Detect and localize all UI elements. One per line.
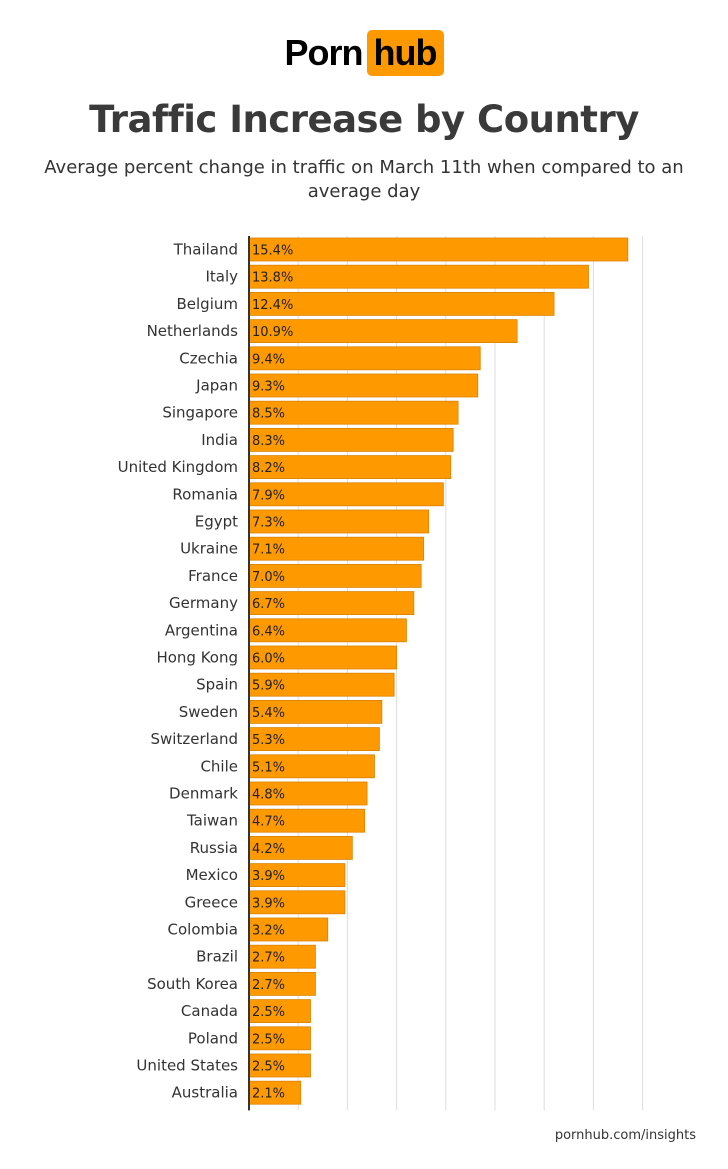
bar-value-label: 5.3% xyxy=(252,733,285,748)
category-label: Thailand xyxy=(173,241,238,259)
category-label: Ukraine xyxy=(180,540,238,558)
bar-value-label: 10.9% xyxy=(252,325,293,340)
category-label: Brazil xyxy=(196,948,238,966)
category-label: Netherlands xyxy=(147,322,239,340)
bar-value-label: 2.7% xyxy=(252,951,285,966)
category-label: Mexico xyxy=(186,866,238,884)
category-label: Sweden xyxy=(179,703,238,721)
chart-title: Traffic Increase by Country xyxy=(89,98,639,141)
bar-value-label: 8.3% xyxy=(252,434,285,449)
category-label: Poland xyxy=(188,1029,238,1047)
category-label: Argentina xyxy=(165,621,238,639)
category-label: Japan xyxy=(195,377,238,395)
bar-value-label: 4.7% xyxy=(252,815,285,830)
category-label: Taiwan xyxy=(186,812,238,830)
category-label: United Kingdom xyxy=(118,458,238,476)
bar-value-label: 7.0% xyxy=(252,570,285,585)
category-label: Hong Kong xyxy=(156,649,238,667)
bar-value-label: 13.8% xyxy=(252,271,293,286)
category-label: Belgium xyxy=(177,295,239,313)
bar-value-label: 5.9% xyxy=(252,679,285,694)
category-label: Chile xyxy=(200,757,238,775)
bar-value-label: 2.5% xyxy=(252,1032,285,1047)
category-label: Egypt xyxy=(195,513,238,531)
category-label: Germany xyxy=(169,594,238,612)
category-label: Czechia xyxy=(179,349,238,367)
bar-value-label: 6.4% xyxy=(252,624,285,639)
source-footer: pornhub.com/insights xyxy=(554,1128,696,1143)
category-label: Australia xyxy=(172,1084,238,1102)
bar-value-label: 3.9% xyxy=(252,896,285,911)
bar-value-label: 7.9% xyxy=(252,488,285,503)
bar-value-label: 12.4% xyxy=(252,298,293,313)
bar-value-label: 4.2% xyxy=(252,842,285,857)
category-label: India xyxy=(201,431,238,449)
category-label: Romania xyxy=(172,485,238,503)
bar-value-label: 15.4% xyxy=(252,244,293,259)
bar-value-label: 8.5% xyxy=(252,407,285,422)
bar xyxy=(248,264,589,289)
category-label: Denmark xyxy=(169,785,238,803)
bar-value-label: 9.3% xyxy=(252,380,285,395)
bar-value-label: 7.3% xyxy=(252,516,285,531)
bar-value-label: 2.5% xyxy=(252,1060,285,1075)
bar-value-label: 6.7% xyxy=(252,597,285,612)
category-label: Canada xyxy=(181,1002,238,1020)
category-label: Greece xyxy=(185,893,238,911)
category-label: Italy xyxy=(205,268,238,286)
bar-value-label: 5.4% xyxy=(252,706,285,721)
category-label: Colombia xyxy=(168,921,239,939)
category-label: Singapore xyxy=(162,404,238,422)
pornhub-logo: Porn hub xyxy=(0,30,728,76)
bar-value-label: 9.4% xyxy=(252,352,285,367)
category-label: France xyxy=(188,567,238,585)
logo-text-hub: hub xyxy=(366,30,444,76)
category-label: United States xyxy=(136,1057,238,1075)
bar-value-label: 8.2% xyxy=(252,461,285,476)
bar-value-label: 2.1% xyxy=(252,1087,285,1102)
bar-value-label: 7.1% xyxy=(252,543,285,558)
category-label: South Korea xyxy=(147,975,238,993)
bar-value-label: 3.2% xyxy=(252,924,285,939)
chart-subtitle: Average percent change in traffic on Mar… xyxy=(44,157,684,202)
category-label: Spain xyxy=(196,676,238,694)
category-label: Russia xyxy=(190,839,238,857)
bar-value-label: 2.7% xyxy=(252,978,285,993)
category-label: Switzerland xyxy=(151,730,239,748)
bar-value-label: 3.9% xyxy=(252,869,285,884)
bar xyxy=(248,237,629,262)
logo-text-porn: Porn xyxy=(284,32,364,73)
bar xyxy=(248,291,555,316)
bar-value-label: 4.8% xyxy=(252,788,285,803)
bar-value-label: 6.0% xyxy=(252,652,285,667)
bar-value-label: 2.5% xyxy=(252,1005,285,1020)
bar-value-label: 5.1% xyxy=(252,760,285,775)
